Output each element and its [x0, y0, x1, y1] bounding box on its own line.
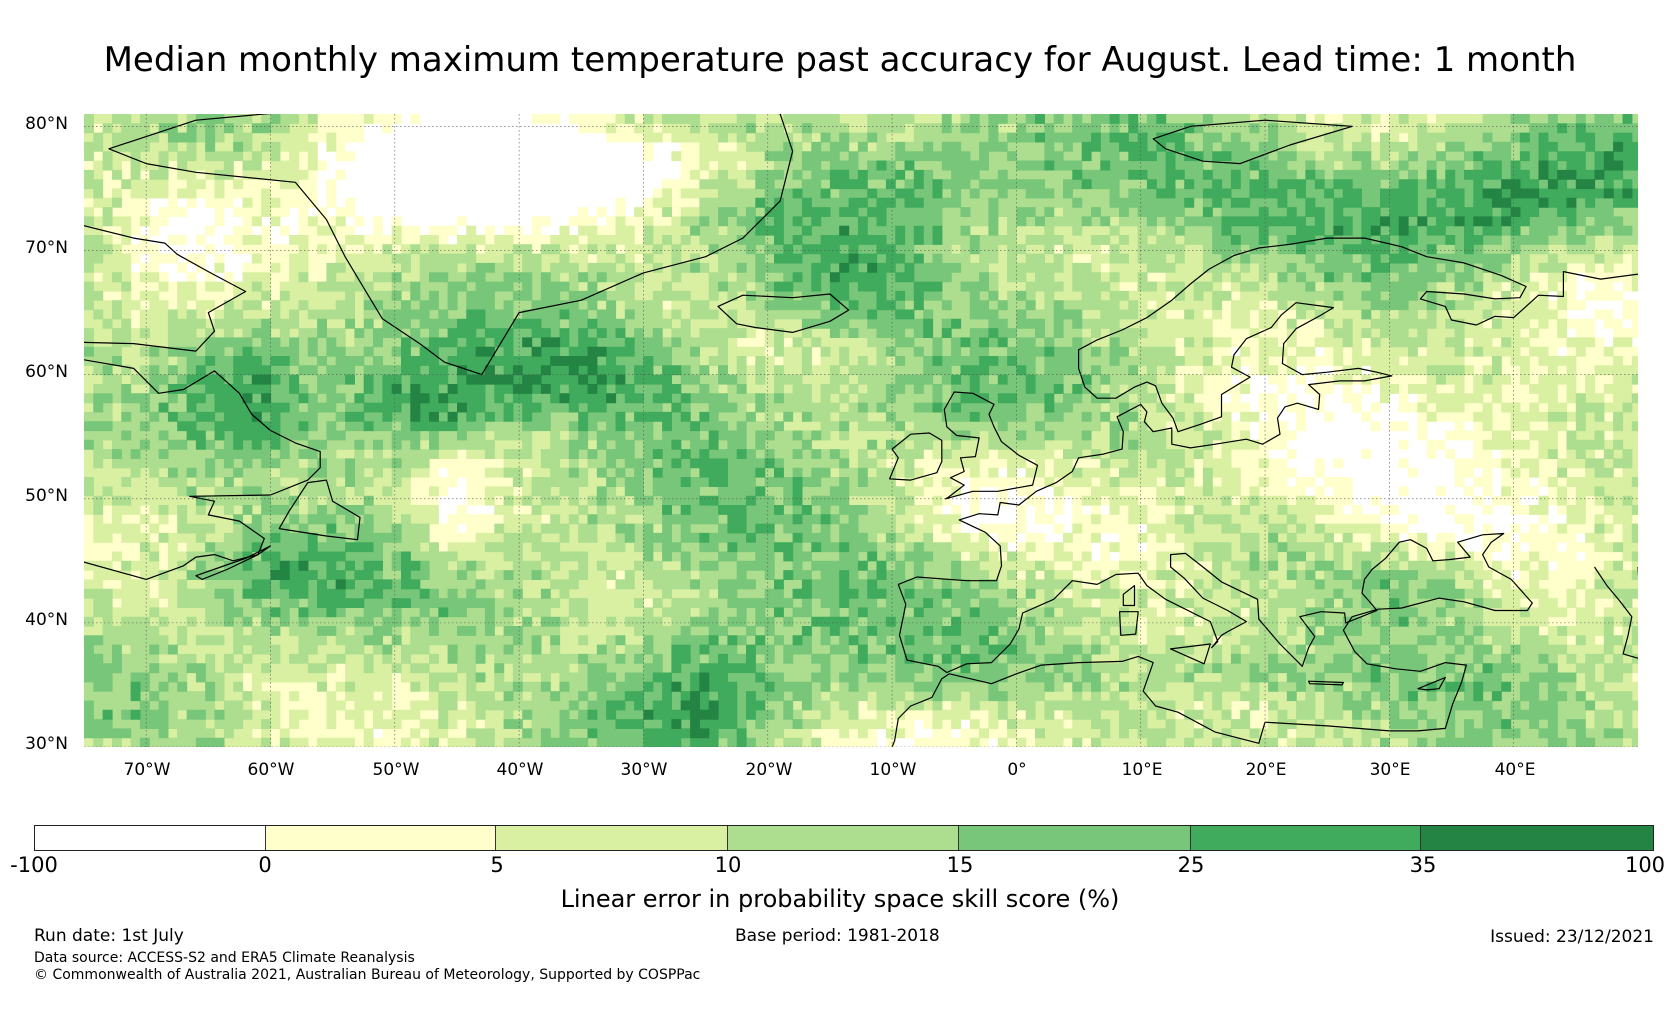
colorbar-tick: -100: [10, 853, 58, 877]
coast-ireland: [889, 432, 943, 481]
coast-sicily: [1170, 643, 1211, 665]
lon-label-20w: 20°W: [745, 760, 793, 780]
skill-cells-class-6: [242, 141, 1633, 739]
lon-label-20e: 20°E: [1245, 760, 1287, 780]
lat-label-80n: 80°N: [25, 114, 68, 134]
colorbar-segment-0-5: [265, 826, 497, 850]
colorbar-segment-neg100-0: [35, 826, 266, 850]
colorbar-tick: 25: [1177, 853, 1205, 877]
lon-label-30w: 30°W: [620, 760, 668, 780]
colorbar: [34, 825, 1654, 851]
coast-nova-scotia: [195, 545, 272, 580]
colorbar-segment-5-10: [496, 826, 729, 850]
colorbar-tick: 100: [1624, 853, 1666, 877]
colorbar-segment-25-35: [1190, 826, 1422, 850]
coast-anatolia: [891, 608, 1467, 747]
coast-europe-atlantic: [898, 237, 1638, 585]
lon-label-30e: 30°E: [1369, 760, 1411, 780]
lat-label-70n: 70°N: [25, 238, 68, 258]
colorbar-segment-15-25: [958, 826, 1191, 850]
lat-label-40n: 40°N: [25, 610, 68, 630]
lon-label-40e: 40°E: [1494, 760, 1536, 780]
lat-label-60n: 60°N: [25, 362, 68, 382]
lon-label-40w: 40°W: [496, 760, 544, 780]
skill-score-cells: [84, 114, 1638, 747]
colorbar-tick: 5: [490, 853, 504, 877]
skill-cells-class-5: [102, 114, 1638, 747]
coast-caspian: [1594, 566, 1638, 659]
copyright: © Commonwealth of Australia 2021, Austra…: [34, 967, 701, 983]
issued-date: Issued: 23/12/2021: [1490, 927, 1654, 947]
skill-score-map-svg: [84, 114, 1638, 747]
lon-label-50w: 50°W: [372, 760, 420, 780]
lon-label-60w: 60°W: [247, 760, 295, 780]
coast-crete: [1308, 680, 1344, 686]
coast-cyprus: [1417, 676, 1446, 691]
lon-label-10e: 10°E: [1121, 760, 1163, 780]
coast-sardinia: [1119, 611, 1139, 636]
coast-corsica: [1122, 585, 1136, 607]
colorbar-tick: 35: [1409, 853, 1437, 877]
coast-europe-main: [897, 532, 1533, 674]
lon-label-0: 0°: [1007, 760, 1027, 780]
coast-newfoundland: [278, 479, 361, 541]
skill-score-map: [84, 114, 1638, 747]
coast-great-britain: [943, 391, 1039, 500]
run-date: Run date: 1st July: [34, 926, 184, 946]
coast-greenland: [108, 114, 794, 376]
colorbar-tick: 0: [258, 853, 272, 877]
lon-label-10w: 10°W: [869, 760, 917, 780]
lat-label-30n: 30°N: [25, 734, 68, 754]
skill-cells-class-3: [84, 114, 1638, 747]
base-period: Base period: 1981-2018: [735, 926, 940, 946]
colorbar-tick: 10: [714, 853, 742, 877]
map-title: Median monthly maximum temperature past …: [103, 40, 1577, 80]
lat-label-50n: 50°N: [25, 486, 68, 506]
data-source: Data source: ACCESS-S2 and ERA5 Climate …: [34, 950, 415, 966]
coastlines: [84, 114, 1638, 747]
colorbar-tick: 15: [946, 853, 974, 877]
colorbar-segment-10-15: [728, 826, 959, 850]
coast-iceland: [717, 293, 850, 333]
lon-label-70w: 70°W: [123, 760, 171, 780]
colorbar-label: Linear error in probability space skill …: [560, 885, 1120, 913]
coast-baffin-island: [84, 225, 247, 352]
skill-cells-class-1: [84, 114, 1638, 747]
coast-svalbard: [1152, 119, 1353, 165]
skill-cells-class-0: [130, 114, 1638, 747]
colorbar-segment-35-100: [1421, 826, 1653, 850]
graticule: [84, 114, 1638, 747]
